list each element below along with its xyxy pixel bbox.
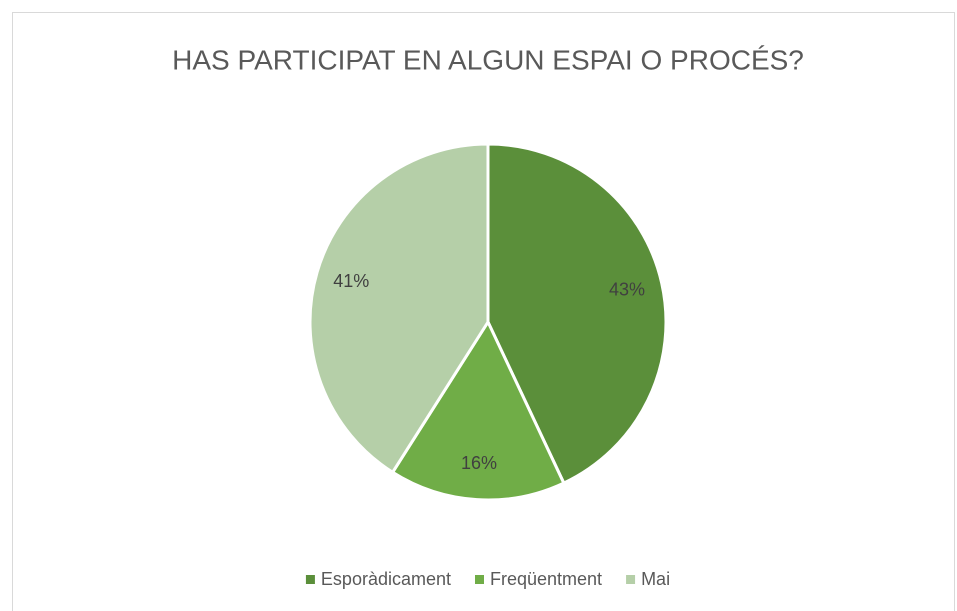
legend-label: Esporàdicament xyxy=(321,569,451,589)
legend-label: Mai xyxy=(641,569,670,589)
data-label: 41% xyxy=(333,271,369,291)
legend-marker xyxy=(626,575,636,584)
pie-slice xyxy=(486,142,668,486)
pie-slice xyxy=(390,318,566,502)
data-label: 16% xyxy=(461,453,497,473)
legend-marker xyxy=(475,575,484,584)
legend-label: Freqüentment xyxy=(490,569,602,589)
data-label: 43% xyxy=(609,280,645,300)
legend-marker xyxy=(305,575,315,584)
pie-slice xyxy=(308,142,490,475)
chart-title: HAS PARTICIPAT EN ALGUN ESPAI O PROCÉS? xyxy=(172,44,804,75)
